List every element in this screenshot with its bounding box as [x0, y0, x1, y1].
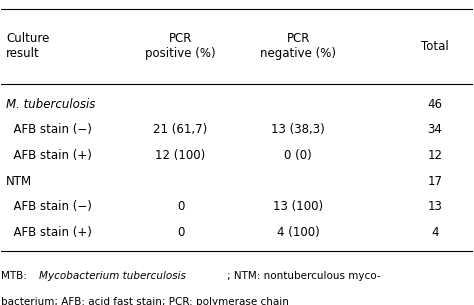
Text: AFB stain (−): AFB stain (−) [6, 200, 92, 214]
Text: MTB:: MTB: [1, 271, 30, 281]
Text: AFB stain (+): AFB stain (+) [6, 226, 92, 239]
Text: 12 (100): 12 (100) [155, 149, 206, 162]
Text: 0: 0 [177, 200, 184, 214]
Text: PCR
negative (%): PCR negative (%) [260, 32, 336, 60]
Text: 0: 0 [177, 226, 184, 239]
Text: 46: 46 [428, 98, 442, 111]
Text: 0 (0): 0 (0) [284, 149, 312, 162]
Text: 21 (61,7): 21 (61,7) [153, 124, 208, 136]
Text: 13 (38,3): 13 (38,3) [272, 124, 325, 136]
Text: Culture
result: Culture result [6, 32, 49, 60]
Text: PCR
positive (%): PCR positive (%) [145, 32, 216, 60]
Text: AFB stain (+): AFB stain (+) [6, 149, 92, 162]
Text: 4 (100): 4 (100) [277, 226, 319, 239]
Text: ; NTM: nontuberculous myco-: ; NTM: nontuberculous myco- [227, 271, 381, 281]
Text: bacterium; AFB: acid fast stain; PCR: polymerase chain: bacterium; AFB: acid fast stain; PCR: po… [1, 297, 289, 305]
Text: 4: 4 [431, 226, 438, 239]
Text: 12: 12 [428, 149, 442, 162]
Text: 13 (100): 13 (100) [273, 200, 323, 214]
Text: 17: 17 [428, 175, 442, 188]
Text: M. tuberculosis: M. tuberculosis [6, 98, 95, 111]
Text: Mycobacterium tuberculosis: Mycobacterium tuberculosis [39, 271, 186, 281]
Text: Total: Total [421, 40, 449, 53]
Text: AFB stain (−): AFB stain (−) [6, 124, 92, 136]
Text: 13: 13 [428, 200, 442, 214]
Text: 34: 34 [428, 124, 442, 136]
Text: NTM: NTM [6, 175, 32, 188]
